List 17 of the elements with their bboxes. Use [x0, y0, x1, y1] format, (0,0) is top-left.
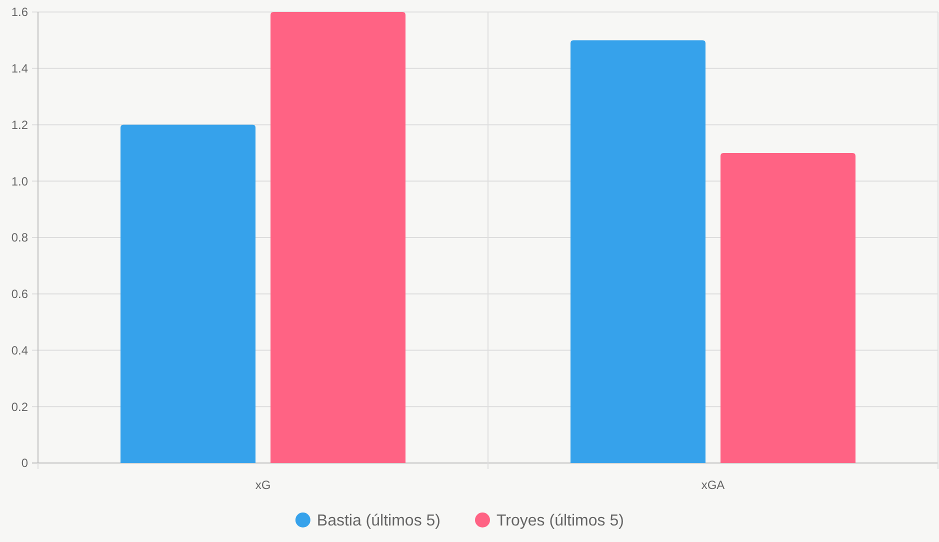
x-tick-label: xG	[255, 478, 271, 492]
y-tick-label: 1.2	[11, 118, 28, 132]
y-tick-label: 1.0	[11, 174, 28, 188]
y-tick-label: 0.2	[11, 400, 28, 414]
y-tick-label: 0.4	[11, 343, 28, 358]
bar	[120, 124, 256, 463]
y-tick-label: 0.6	[11, 287, 28, 302]
y-tick-label: 0.8	[11, 230, 28, 245]
x-tick-label: xGA	[701, 478, 725, 492]
legend-label: Troyes (últimos 5)	[496, 512, 624, 530]
y-tick-label: 0	[21, 456, 28, 470]
y-tick-label: 1.4	[11, 62, 28, 76]
bar	[720, 152, 856, 463]
bar	[570, 40, 706, 463]
bar	[270, 12, 406, 463]
legend-label: Bastia (últimos 5)	[316, 512, 440, 530]
y-tick-label: 1.6	[11, 5, 28, 20]
